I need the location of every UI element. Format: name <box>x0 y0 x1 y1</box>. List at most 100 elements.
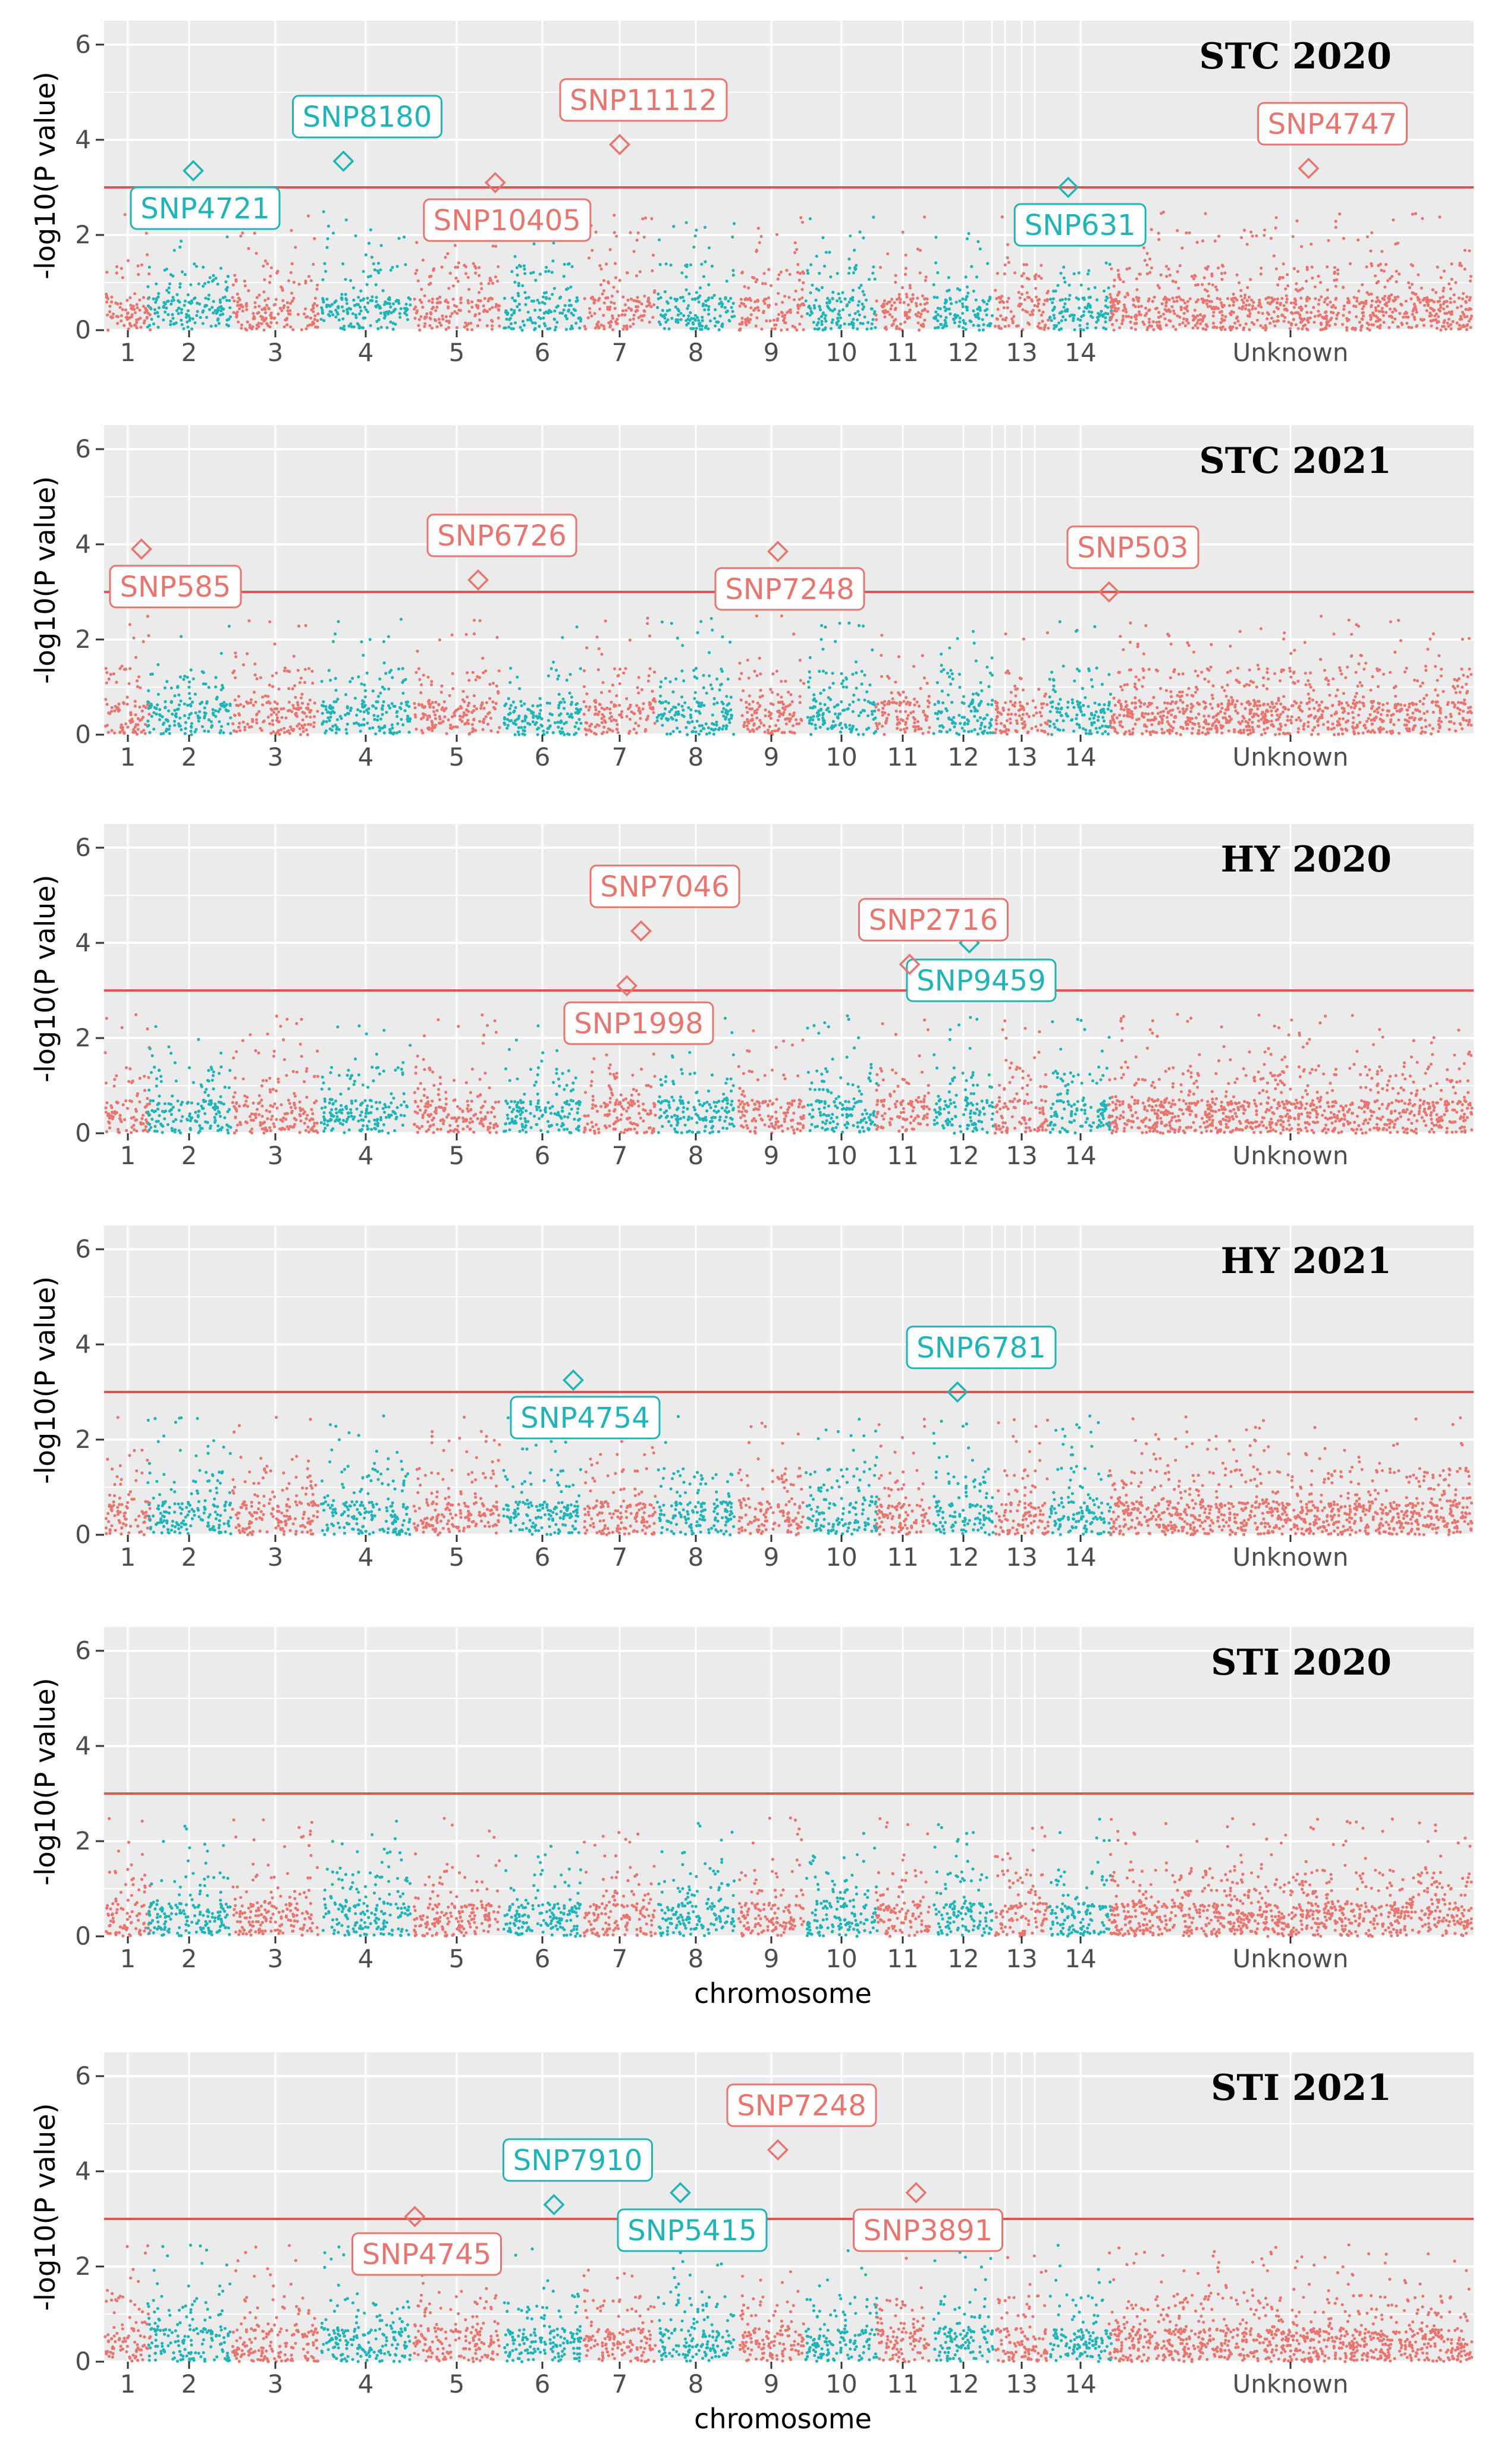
snp-point <box>621 309 625 313</box>
snp-point <box>651 316 655 319</box>
snp-point <box>871 318 875 321</box>
snp-point <box>413 706 417 710</box>
snp-point <box>456 265 460 269</box>
snp-point <box>486 722 490 726</box>
snp-point <box>689 708 693 711</box>
snp-point <box>252 703 255 707</box>
snp-point <box>184 315 188 319</box>
snp-point <box>1302 317 1306 321</box>
snp-point <box>382 700 385 704</box>
snp-point <box>1374 306 1377 310</box>
snp-point <box>915 302 918 305</box>
snp-point <box>403 709 407 713</box>
snp-point <box>897 655 900 659</box>
snp-point <box>1377 280 1380 283</box>
snp-point <box>1003 263 1007 267</box>
snp-point <box>1053 690 1057 694</box>
snp-point <box>1462 291 1465 295</box>
snp-point <box>594 326 598 330</box>
snp-point <box>587 708 591 712</box>
snp-point <box>136 306 139 309</box>
snp-point <box>1075 296 1078 300</box>
snp-point <box>1016 324 1020 328</box>
snp-point <box>134 713 137 717</box>
snp-point <box>676 637 679 640</box>
snp-point <box>309 709 313 712</box>
snp-point <box>186 309 190 313</box>
snp-point <box>1157 325 1160 330</box>
snp-point <box>1334 306 1337 309</box>
snp-point <box>474 313 478 316</box>
snp-point <box>1022 272 1025 275</box>
snp-point <box>959 722 962 725</box>
snp-point <box>831 318 834 322</box>
snp-point <box>1172 325 1175 328</box>
snp-point <box>1465 328 1468 331</box>
snp-point <box>194 265 199 268</box>
snp-point <box>1360 317 1364 321</box>
snp-point <box>355 713 359 717</box>
snp-point <box>459 714 462 718</box>
snp-point <box>1192 277 1196 281</box>
snp-point <box>804 299 808 303</box>
snp-point <box>718 726 721 730</box>
snp-point <box>570 324 573 328</box>
snp-point <box>1094 726 1098 730</box>
snp-point <box>1333 278 1336 282</box>
snp-point <box>652 711 655 714</box>
snp-point <box>189 668 193 672</box>
snp-point <box>517 284 520 287</box>
snp-point <box>814 299 818 302</box>
snp-point <box>287 729 290 732</box>
snp-point <box>945 324 949 328</box>
snp-point <box>896 717 900 722</box>
snp-point <box>709 728 714 731</box>
snp-point <box>1044 692 1047 696</box>
snp-point <box>224 280 228 284</box>
snp-point <box>629 231 632 234</box>
snp-point <box>1439 328 1443 332</box>
snp-point <box>1204 323 1208 327</box>
snp-point <box>321 711 324 715</box>
snp-point <box>104 725 108 728</box>
snp-point <box>384 300 387 304</box>
snp-point <box>998 711 1002 715</box>
snp-point <box>985 308 989 311</box>
snp-point <box>1114 318 1118 322</box>
snp-point <box>591 249 594 252</box>
snp-point <box>756 306 759 309</box>
snp-point <box>553 328 557 332</box>
snp-point <box>1104 730 1107 733</box>
snp-point <box>796 311 800 315</box>
snp-point <box>641 217 645 221</box>
snp-point <box>381 707 384 711</box>
snp-point <box>1336 311 1340 315</box>
snp-point <box>704 225 707 229</box>
snp-point <box>799 679 802 682</box>
snp-point <box>1361 283 1364 287</box>
snp-point <box>491 281 495 285</box>
snp-point <box>808 676 812 679</box>
snp-point <box>1174 280 1177 284</box>
snp-point <box>895 325 899 328</box>
snp-point <box>746 659 749 662</box>
snp-point <box>476 304 480 308</box>
snp-point <box>710 687 714 691</box>
snp-point <box>427 726 431 729</box>
snp-point <box>746 316 749 320</box>
snp-point <box>834 639 837 643</box>
snp-point <box>1164 323 1168 327</box>
snp-point <box>1109 296 1113 299</box>
plot-background <box>104 21 1474 330</box>
snp-point <box>937 710 941 713</box>
snp-point <box>178 282 182 286</box>
snp-point <box>1025 263 1028 267</box>
snp-point <box>416 650 419 653</box>
snp-point <box>740 316 744 320</box>
snp-point <box>212 713 215 717</box>
snp-point <box>1052 314 1056 317</box>
snp-point <box>1298 306 1301 309</box>
snp-point <box>787 296 791 299</box>
snp-point <box>648 320 651 324</box>
snp-point <box>1037 322 1041 325</box>
